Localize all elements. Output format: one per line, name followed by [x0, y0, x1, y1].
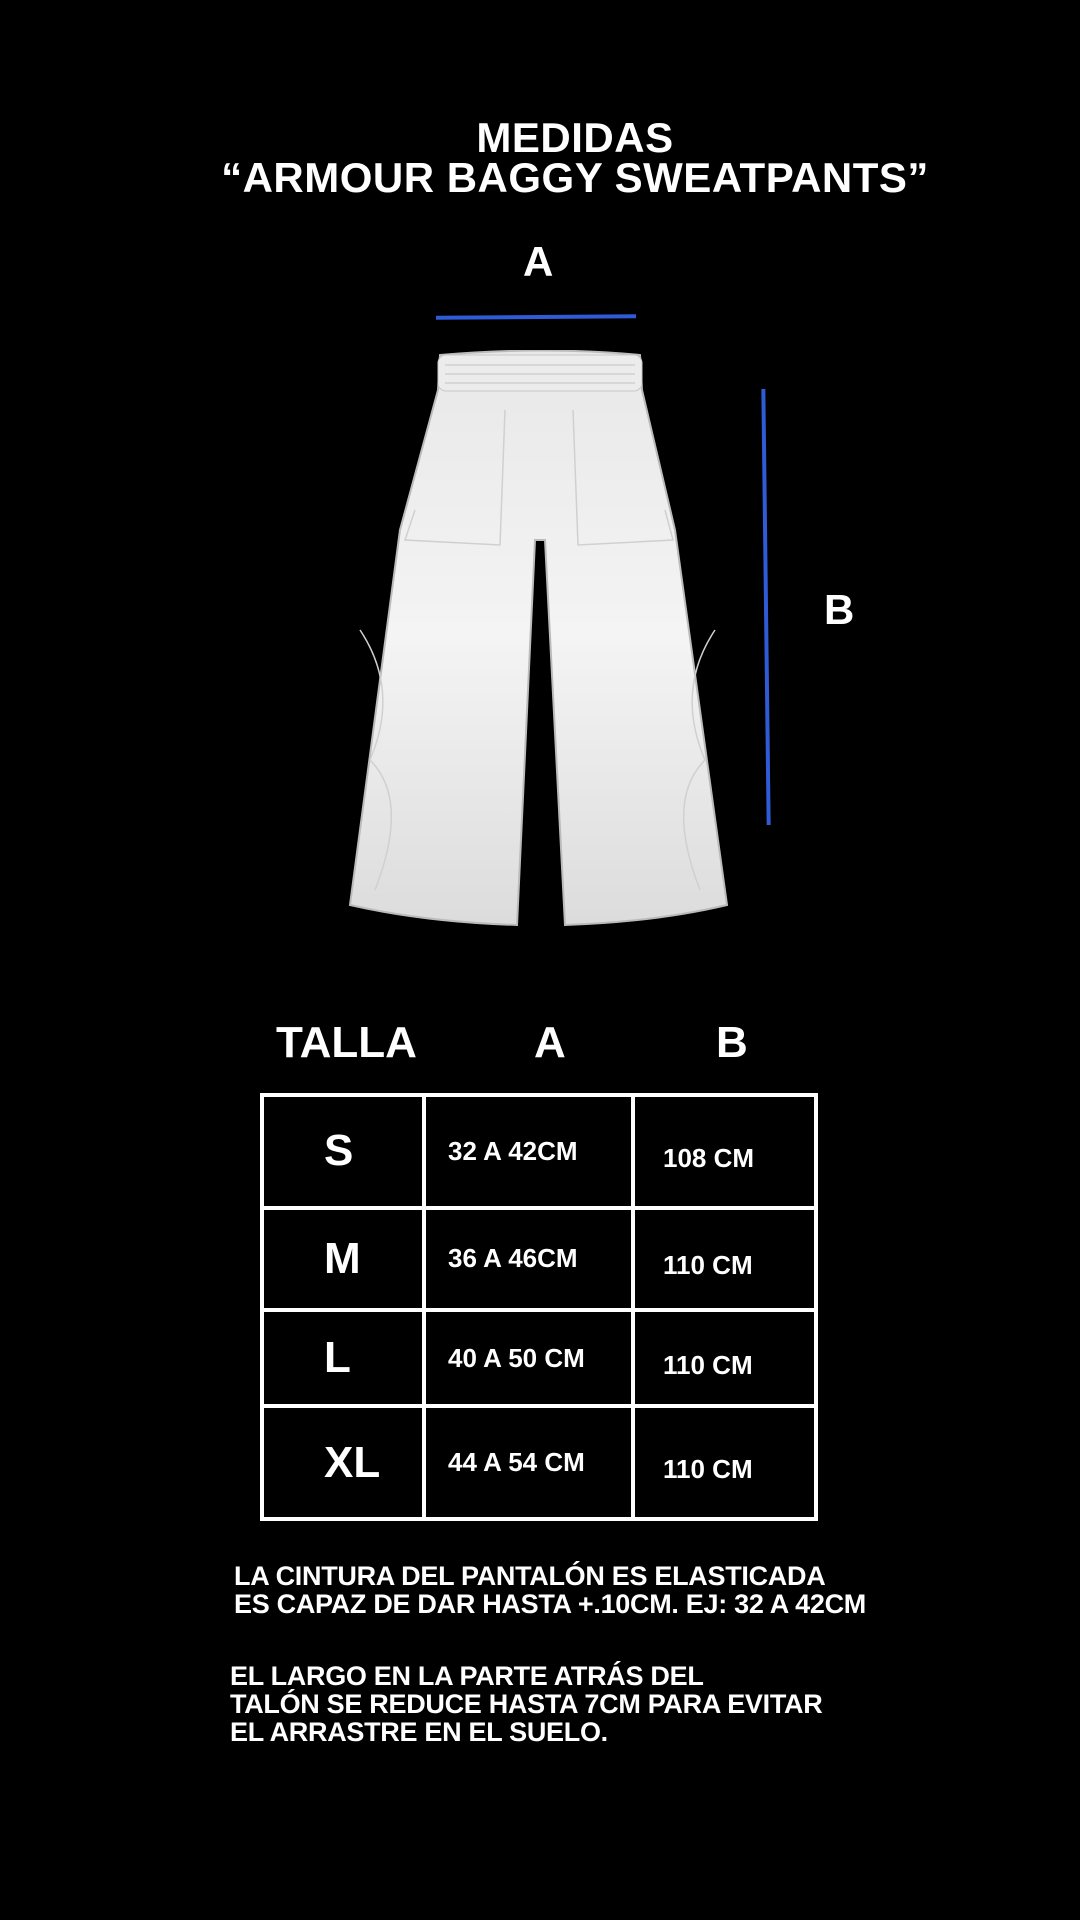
size-cell: L: [260, 1308, 426, 1409]
a-cell: 44 A 54 CM: [422, 1404, 635, 1521]
note-waist: LA CINTURA DEL PANTALÓN ES ELASTICADA ES…: [234, 1562, 866, 1618]
title-line-2: “ARMOUR BAGGY SWEATPANTS”: [221, 154, 929, 201]
note-length: EL LARGO EN LA PARTE ATRÁS DEL TALÓN SE …: [230, 1661, 823, 1747]
header-b: B: [716, 1018, 748, 1067]
title-line-1: MEDIDAS: [476, 114, 674, 161]
b-cell: 110 CM: [631, 1404, 818, 1521]
size-table: S 32 A 42CM 108 CM M 36 A 46CM 110 CM L …: [260, 1093, 818, 1521]
size-cell: XL: [260, 1404, 426, 1521]
header-a: A: [534, 1018, 566, 1067]
a-cell: 32 A 42CM: [422, 1093, 635, 1210]
size-cell: M: [260, 1205, 426, 1313]
b-cell: 110 CM: [631, 1205, 818, 1313]
table-row: L 40 A 50 CM 110 CM: [260, 1308, 818, 1409]
measure-line-a: [435, 314, 637, 320]
sweatpants-image: [348, 350, 729, 927]
b-cell: 108 CM: [631, 1093, 818, 1210]
table-row: M 36 A 46CM 110 CM: [260, 1205, 818, 1313]
a-cell: 36 A 46CM: [422, 1205, 635, 1313]
a-cell: 40 A 50 CM: [422, 1308, 635, 1409]
header-talla: TALLA: [276, 1018, 417, 1067]
size-cell: S: [260, 1093, 426, 1210]
measure-label-a: A: [523, 238, 554, 285]
measure-label-b: B: [824, 586, 855, 633]
note-length-line-1: EL LARGO EN LA PARTE ATRÁS DEL: [230, 1661, 704, 1691]
note-length-line-3: EL ARRASTRE EN EL SUELO.: [230, 1717, 608, 1747]
note-length-line-2: TALÓN SE REDUCE HASTA 7CM PARA EVITAR: [230, 1689, 823, 1719]
table-row: S 32 A 42CM 108 CM: [260, 1093, 818, 1210]
table-row: XL 44 A 54 CM 110 CM: [260, 1404, 818, 1521]
b-cell: 110 CM: [631, 1308, 818, 1409]
note-waist-line-2: ES CAPAZ DE DAR HASTA +.10CM. EJ: 32 A 4…: [234, 1589, 866, 1619]
note-waist-line-1: LA CINTURA DEL PANTALÓN ES ELASTICADA: [234, 1561, 826, 1591]
measure-line-b: [761, 388, 771, 826]
